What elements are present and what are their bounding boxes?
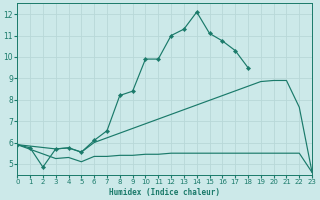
X-axis label: Humidex (Indice chaleur): Humidex (Indice chaleur): [109, 188, 220, 197]
